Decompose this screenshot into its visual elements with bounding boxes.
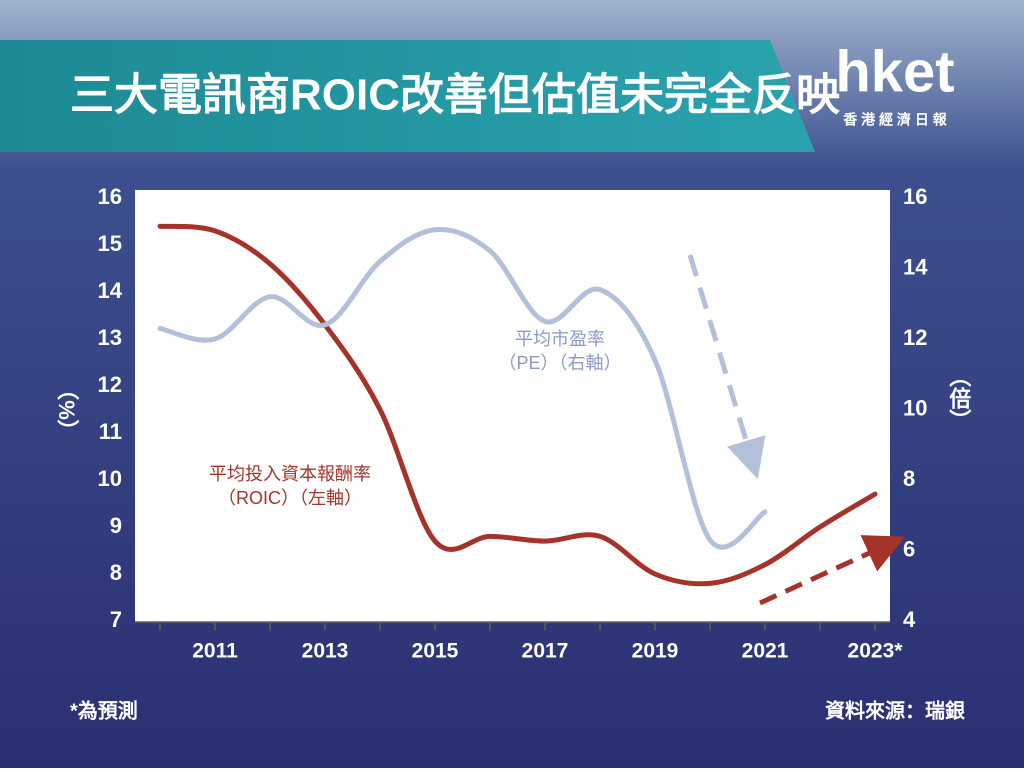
y2-axis-label: （倍） (946, 365, 971, 431)
series-label: 平均投入資本報酬率（ROIC）（左軸） (209, 464, 371, 508)
y-axis-label: （%） (54, 378, 79, 442)
logo-subtitle: 香 港 經 濟 日 報 (842, 112, 947, 128)
data-line (157, 223, 878, 587)
y2-tick-label: 14 (903, 254, 928, 279)
y-tick-label: 7 (110, 607, 122, 632)
y2-tick-label: 12 (903, 325, 927, 350)
y-tick-label: 12 (98, 372, 122, 397)
series-label: 平均市盈率（PE）（右軸） (498, 329, 621, 373)
footnote: *為預測 (70, 698, 138, 722)
trend-arrow (758, 535, 906, 606)
y2-tick-label: 6 (903, 536, 915, 561)
x-tick-label: 2013 (302, 640, 349, 663)
y-tick-label: 10 (98, 466, 122, 491)
y-tick-label: 16 (98, 184, 122, 209)
chart-title: 三大電訊商ROIC改善但估值未完全反映 (70, 70, 840, 120)
y-tick-label: 13 (98, 325, 122, 350)
plot-area (135, 190, 890, 622)
data-line (157, 227, 768, 550)
y2-tick-label: 10 (903, 395, 927, 420)
y-tick-label: 11 (99, 419, 122, 444)
y-tick-label: 14 (98, 278, 123, 303)
x-tick-label: 2021 (742, 640, 789, 663)
title-banner (0, 40, 815, 152)
x-tick-label: 2023* (848, 640, 904, 663)
y2-tick-label: 8 (903, 466, 915, 491)
x-tick-label: 2015 (412, 640, 459, 663)
y-tick-label: 15 (98, 231, 122, 256)
y2-tick-label: 4 (903, 607, 916, 632)
y2-tick-label: 16 (903, 184, 927, 209)
logo: hket (835, 39, 954, 104)
source: 資料來源：瑞銀 (825, 698, 965, 722)
y-tick-label: 9 (110, 513, 122, 538)
x-tick-label: 2019 (632, 640, 679, 663)
y-tick-label: 8 (110, 560, 122, 585)
trend-arrow (687, 254, 766, 480)
x-tick-label: 2017 (522, 640, 569, 663)
x-tick-label: 2011 (192, 640, 238, 663)
